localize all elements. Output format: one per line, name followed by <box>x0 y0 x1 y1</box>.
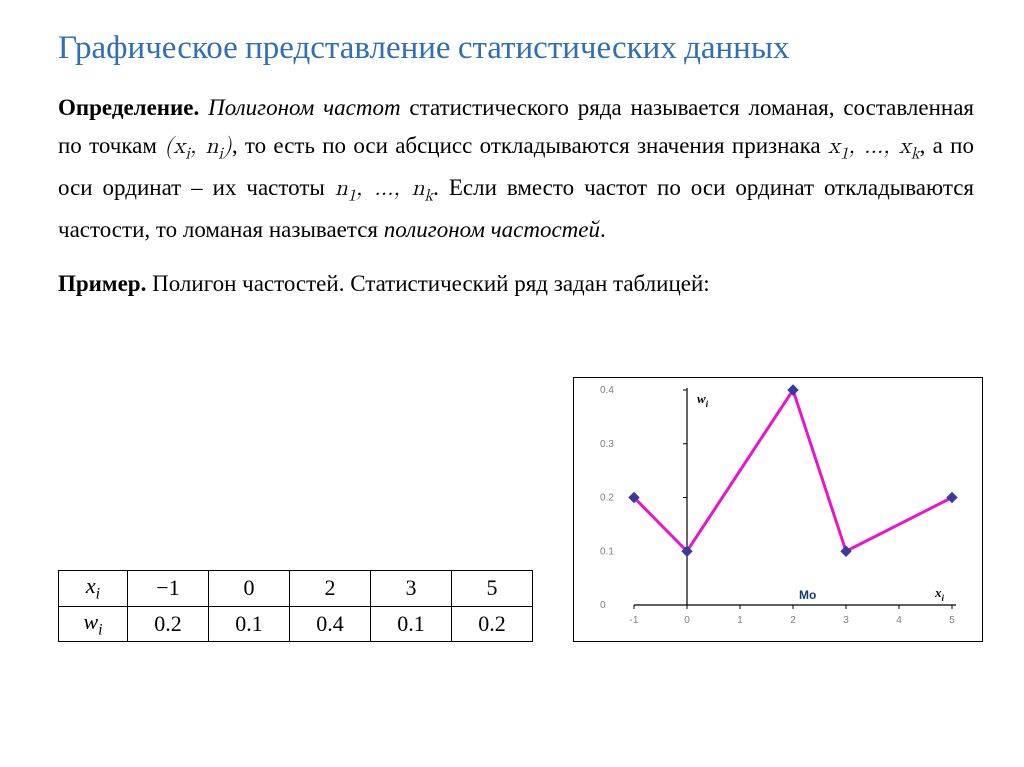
row-header: xi <box>59 571 128 606</box>
svg-text:1: 1 <box>737 615 743 626</box>
table-cell: 2 <box>290 571 371 606</box>
svg-text:0: 0 <box>684 615 690 626</box>
table-cell: 5 <box>452 571 533 606</box>
svg-text:2: 2 <box>790 615 796 626</box>
table-row: wi 0.2 0.1 0.4 0.1 0.2 <box>59 606 533 641</box>
example-block: Пример. Полигон частостей. Статистически… <box>58 271 974 297</box>
data-table: xi −1 0 2 3 5 wi 0.2 0.1 0.4 0.1 0.2 <box>58 570 533 642</box>
table-cell: 0.1 <box>371 606 452 641</box>
row-header: wi <box>59 606 128 641</box>
svg-text:4: 4 <box>896 615 902 626</box>
table-cell: −1 <box>128 571 209 606</box>
table-cell: 0 <box>209 571 290 606</box>
definition-term-2: полигоном частостей <box>384 217 600 242</box>
svg-text:0.2: 0.2 <box>600 492 614 503</box>
table-row: xi −1 0 2 3 5 <box>59 571 533 606</box>
table-cell: 3 <box>371 571 452 606</box>
definition-term: Полигоном частот <box>208 95 400 120</box>
definition-label: Определение. <box>58 95 199 120</box>
svg-text:wi: wi <box>697 391 709 409</box>
svg-text:xi: xi <box>934 585 945 603</box>
example-text: Полигон частостей. Статистический ряд за… <box>152 271 710 296</box>
svg-text:Mo: Mo <box>799 588 816 602</box>
frequency-polygon-chart: 0 0.1 0.2 0.3 0.4 -1 0 1 2 3 4 5 wi xi Mo <box>573 377 983 642</box>
svg-text:0: 0 <box>600 600 606 611</box>
table-cell: 0.4 <box>290 606 371 641</box>
example-label: Пример. <box>58 271 146 296</box>
def-text-5: . <box>600 217 606 242</box>
definition-block: Определение. Полигоном частот статистиче… <box>58 89 974 249</box>
table-cell: 0.1 <box>209 606 290 641</box>
table-cell: 0.2 <box>128 606 209 641</box>
page-title: Графическое представление статистических… <box>58 28 974 69</box>
table-cell: 0.2 <box>452 606 533 641</box>
svg-text:0.1: 0.1 <box>600 546 614 557</box>
svg-text:3: 3 <box>843 615 849 626</box>
svg-text:0.4: 0.4 <box>600 385 614 396</box>
def-text-2: , то есть по оси абсцисс откладываются з… <box>232 133 828 158</box>
svg-text:-1: -1 <box>630 615 639 626</box>
svg-text:0.3: 0.3 <box>600 439 614 450</box>
svg-text:5: 5 <box>949 615 955 626</box>
